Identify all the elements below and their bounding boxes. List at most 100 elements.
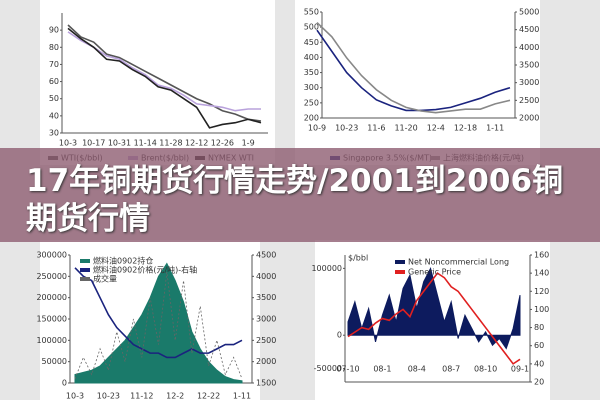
y-tick-label: 150000	[36, 315, 67, 324]
x-tick-label: 11-14	[134, 139, 157, 148]
y2-tick-label: 1500	[256, 379, 276, 388]
y2-tick-label: 20	[534, 378, 544, 387]
y-tick-label: 100000	[311, 264, 342, 273]
chart-panel	[295, 0, 540, 165]
x-tick-label: 12-22	[197, 392, 220, 400]
x-tick-label: 10-9	[308, 124, 326, 133]
x-tick-label: 09-1	[511, 365, 529, 374]
y-tick-label: 40	[49, 111, 59, 120]
y-tick-label: 300	[304, 83, 319, 92]
series-line	[74, 272, 243, 379]
legend-label: Net Noncommercial Long	[408, 258, 509, 267]
x-tick-label: 12-12	[185, 139, 208, 148]
series-line	[316, 22, 511, 114]
y-tick-label: 50000	[42, 357, 67, 366]
y2-tick-label: 4000	[519, 43, 539, 52]
y2-tick-label: 80	[534, 323, 544, 332]
y2-tick-label: 3500	[256, 293, 276, 302]
y2-tick-label: 60	[534, 341, 544, 350]
x-tick-label: 07-10	[336, 365, 359, 374]
y-tick-label: 250000	[36, 272, 67, 281]
y-tick-label: 250	[304, 98, 319, 107]
y2-tick-label: 120	[534, 287, 549, 296]
y2-tick-label: 4500	[519, 25, 539, 34]
y2-tick-label: 3500	[519, 61, 539, 70]
x-tick-label: 08-4	[408, 365, 426, 374]
x-tick-label: 11-20	[394, 124, 417, 133]
x-tick-label: 1-11	[486, 124, 504, 133]
y-tick-label: 550	[304, 8, 319, 17]
legend-label: 燃料油0902持仓	[93, 256, 153, 266]
y-tick-label: 30	[49, 129, 59, 138]
legend-swatch	[80, 268, 90, 272]
x-tick-label: 08-10	[474, 365, 497, 374]
y2-tick-label: 4000	[256, 272, 276, 281]
x-tick-label: 10-23	[335, 124, 358, 133]
series-line	[67, 31, 261, 112]
legend-label: 燃料油0902价格(元/吨)-右轴	[93, 265, 197, 275]
y2-tick-label: 2500	[519, 96, 539, 105]
legend-swatch	[395, 260, 405, 264]
y-tick-label: 100000	[36, 336, 67, 345]
y-tick-label: 450	[304, 38, 319, 47]
y2-tick-label: 4500	[256, 251, 276, 260]
y2-tick-label: 2000	[519, 114, 539, 123]
y-tick-label: 50	[49, 94, 59, 103]
y-axis-label: $/bbl	[348, 254, 368, 263]
x-tick-label: 10-3	[66, 392, 84, 400]
legend-swatch	[80, 277, 90, 281]
x-tick-label: 10-23	[97, 392, 120, 400]
y-tick-label: 0	[337, 331, 342, 340]
series-area	[347, 266, 521, 350]
y2-tick-label: 140	[534, 269, 549, 278]
x-tick-label: 12-2	[166, 392, 184, 400]
x-tick-label: 1-9	[242, 139, 255, 148]
y-tick-label: 400	[304, 53, 319, 62]
y-tick-label: -50000	[314, 364, 342, 373]
y2-tick-label: 3000	[519, 78, 539, 87]
y2-tick-label: 2500	[256, 336, 276, 345]
banner-title: 17年铜期货行情走势/2001到2006铜期货行情	[26, 163, 564, 237]
legend-swatch	[395, 270, 405, 274]
y-tick-label: 70	[49, 60, 59, 69]
series-line	[67, 27, 262, 129]
x-tick-label: 11-12	[130, 392, 153, 400]
y-tick-label: 90	[49, 26, 59, 35]
y2-tick-label: 2000	[256, 357, 276, 366]
x-tick-label: 11-6	[367, 124, 385, 133]
x-tick-label: 10-17	[82, 139, 105, 148]
legend-label: 成交量	[93, 274, 117, 284]
y2-tick-label: 40	[534, 359, 544, 368]
y2-tick-label: 5000	[519, 8, 539, 17]
x-tick-label: 10-31	[108, 139, 131, 148]
y-tick-label: 350	[304, 68, 319, 77]
y2-tick-label: 3000	[256, 315, 276, 324]
y-tick-label: 200000	[36, 293, 67, 302]
y-tick-label: 60	[49, 77, 59, 86]
legend-swatch	[80, 259, 90, 263]
x-tick-label: 12-18	[454, 124, 477, 133]
legend-label: Generic Price	[408, 268, 461, 277]
y2-tick-label: 160	[534, 251, 549, 260]
series-line	[67, 24, 262, 122]
y-tick-label: 500	[304, 23, 319, 32]
y-tick-label: 80	[49, 43, 59, 52]
series-line	[316, 29, 511, 112]
x-tick-label: 1-11	[233, 392, 251, 400]
series-line	[74, 267, 243, 359]
x-tick-label: 10-3	[59, 139, 77, 148]
y-tick-label: 0	[62, 379, 67, 388]
series-line	[347, 272, 521, 365]
x-tick-label: 11-28	[159, 139, 182, 148]
y-tick-label: 200	[304, 114, 319, 123]
chart-panel	[40, 0, 275, 165]
x-tick-label: 12-26	[211, 139, 234, 148]
y2-tick-label: 100	[534, 305, 549, 314]
x-tick-label: 08-7	[442, 365, 460, 374]
x-tick-label: 08-1	[373, 365, 391, 374]
banner: 17年铜期货行情走势/2001到2006铜期货行情	[0, 148, 600, 242]
x-tick-label: 12-4	[427, 124, 445, 133]
y-tick-label: 300000	[36, 251, 67, 260]
